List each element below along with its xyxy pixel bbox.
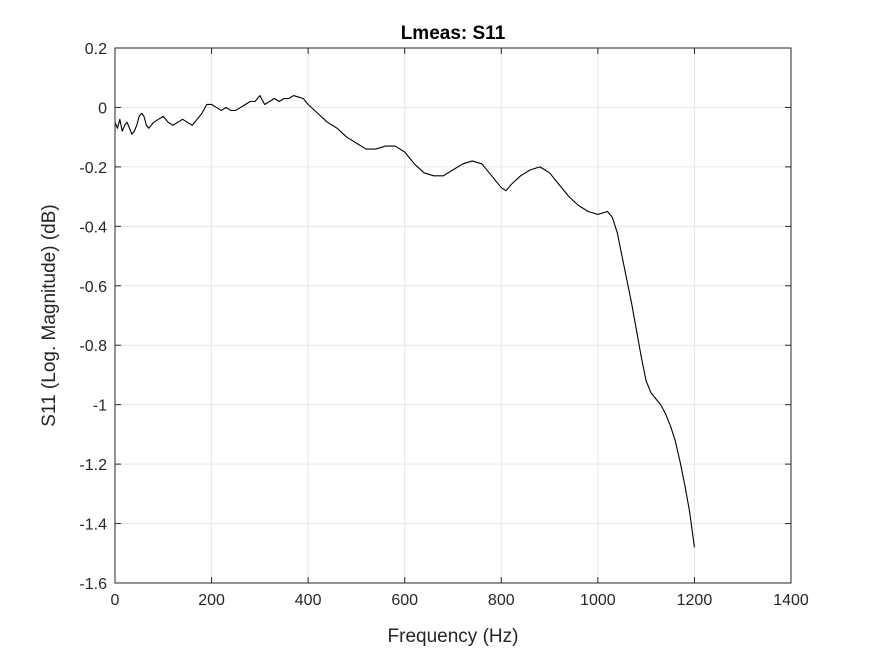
x-tick-label: 1400 — [773, 592, 809, 609]
y-tick-label: -0.2 — [79, 160, 107, 177]
x-tick-label: 0 — [111, 592, 120, 609]
y-tick-labels: 0.2 0 -0.2 -0.4 -0.6 -0.8 -1 -1.2 -1.4 -1.6 — [79, 41, 107, 593]
y-tick-label: -1.2 — [79, 457, 107, 474]
y-axis-label: S11 (Log. Magnitude) (dB) — [39, 204, 60, 427]
chart-title: Lmeas: S11 — [401, 23, 506, 44]
y-tick-label: -1.6 — [79, 576, 107, 593]
x-tick-label: 400 — [295, 592, 322, 609]
axes-frame — [114, 47, 792, 584]
y-tick-label: -1.4 — [79, 517, 107, 534]
x-tick-label: 800 — [488, 592, 515, 609]
plot-area — [115, 48, 791, 583]
y-tick-label: -1 — [93, 398, 107, 415]
x-tick-label: 600 — [391, 592, 418, 609]
x-tick-label: 1000 — [580, 592, 616, 609]
x-tick-label: 1200 — [677, 592, 713, 609]
y-tick-label: -0.8 — [79, 338, 107, 355]
y-tick-label: 0 — [98, 100, 107, 117]
y-tick-label: 0.2 — [85, 41, 107, 58]
x-tick-label: 200 — [198, 592, 225, 609]
axis-ticks — [114, 47, 792, 584]
series-line-s11 — [114, 95, 695, 548]
x-axis-label: Frequency (Hz) — [388, 626, 519, 647]
x-tick-labels: 0 200 400 600 800 1000 1200 1400 — [111, 592, 809, 609]
y-tick-label: -0.4 — [79, 219, 107, 236]
y-tick-label: -0.6 — [79, 279, 107, 296]
